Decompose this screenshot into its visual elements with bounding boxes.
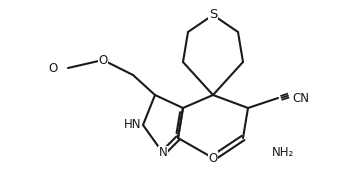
Text: S: S [209, 8, 217, 21]
Text: NH₂: NH₂ [272, 146, 294, 159]
Text: O: O [98, 53, 108, 67]
Text: O: O [208, 152, 218, 164]
Text: O: O [49, 62, 58, 74]
Text: CN: CN [292, 91, 309, 104]
Text: N: N [159, 146, 167, 159]
Text: HN: HN [124, 119, 141, 131]
